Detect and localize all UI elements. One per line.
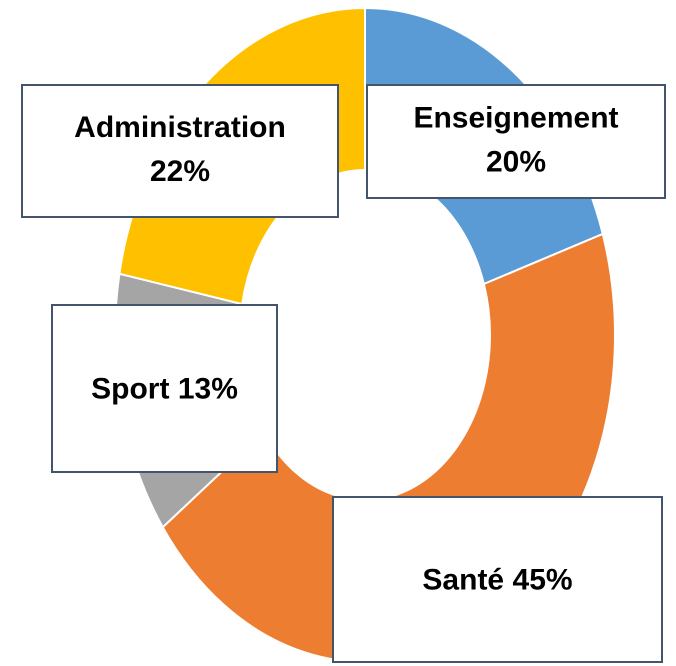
value-label: 45% (513, 563, 573, 596)
data-label: Sport 13% (91, 372, 238, 405)
value-label: 22% (150, 155, 210, 188)
label-box (21, 84, 339, 218)
category-label: Santé (422, 563, 504, 596)
value-label: 13% (178, 372, 238, 405)
label-box (366, 84, 666, 199)
data-label: Santé 45% (422, 563, 572, 596)
category-label: Administration (74, 111, 286, 144)
label-box (332, 496, 663, 663)
category-label: Enseignement (413, 101, 618, 134)
category-label: Sport (91, 372, 169, 405)
label-box (51, 304, 278, 473)
value-label: 20% (486, 145, 546, 178)
